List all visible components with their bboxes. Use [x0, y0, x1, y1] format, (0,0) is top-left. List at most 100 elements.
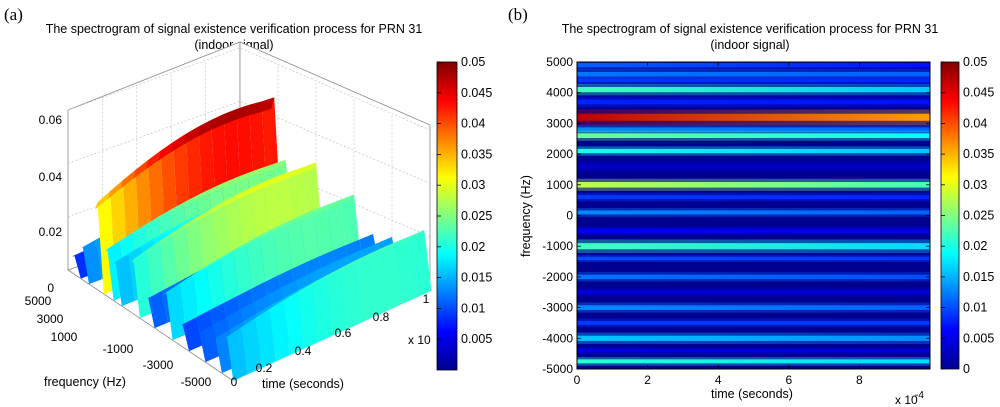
- z-tick-label: 0.04: [39, 170, 63, 184]
- colorbar-tick-label: 0.045: [963, 86, 994, 100]
- colorbar-tick-label: 0.045: [461, 86, 492, 100]
- surface-facet: [365, 247, 383, 259]
- time-tick-label: 0.8: [373, 310, 390, 324]
- heatmap-bands: [577, 62, 930, 366]
- surface-facet: [282, 289, 300, 300]
- heatmap-y-tick-label: -3000: [542, 301, 573, 315]
- surface-facet: [258, 97, 275, 113]
- surface-facet: [168, 202, 184, 215]
- panel-b-label: (b): [508, 5, 528, 24]
- surface-facet: [95, 191, 111, 210]
- time-tick-label: 0: [231, 375, 238, 389]
- heatmap-x-tick-label: 4: [715, 373, 722, 387]
- heatmap-band: [577, 62, 930, 68]
- panel-a-surface: [72, 97, 432, 381]
- colorbar-tick-label: 0.01: [461, 301, 485, 315]
- surface-facet: [324, 199, 341, 210]
- surface-facet: [157, 232, 173, 246]
- heatmap-y-tick-label: 5000: [546, 55, 573, 69]
- surface-facet: [80, 240, 96, 249]
- surface-facet: [125, 246, 142, 257]
- heatmap-band: [577, 182, 930, 188]
- heatmap-band: [577, 228, 930, 233]
- heatmap-band: [577, 78, 930, 83]
- heatmap-y-tick-label: 3000: [546, 116, 573, 130]
- surface-facet: [190, 266, 207, 279]
- heatmap-band: [577, 274, 930, 280]
- heatmap-y-tick-label: 4000: [546, 86, 573, 100]
- surface-facet: [224, 327, 242, 339]
- surface-facet: [195, 119, 212, 138]
- heatmap-x-tick-label: 2: [644, 373, 651, 387]
- surface-facet: [353, 254, 375, 323]
- freq-tick-label: -3000: [143, 358, 174, 372]
- surface-facet: [292, 273, 310, 283]
- panel-b-colorbar-ticks: 0 0.005 0.01 0.015 0.02 0.025 0.03 0.035 0.04 0.0…: [941, 55, 994, 376]
- surface-facet: [235, 187, 251, 201]
- surface-facet: [145, 150, 161, 170]
- surface-facet: [339, 261, 361, 330]
- heatmap-x-axis-label: time (seconds): [711, 387, 793, 401]
- surface-facet: [270, 221, 287, 234]
- surface-facet: [143, 216, 159, 229]
- surface-facet: [193, 189, 210, 201]
- surface-facet: [311, 276, 333, 343]
- colorbar-tick-label: 0.05: [461, 55, 485, 69]
- surface-facet: [182, 317, 203, 352]
- surface-facet: [180, 317, 197, 326]
- surface-facet: [257, 228, 274, 241]
- surface-facet: [240, 312, 258, 324]
- time-tick-label: 1: [423, 292, 430, 306]
- colorbar-tick-label: 0.025: [461, 209, 492, 223]
- surface-facet: [115, 253, 135, 307]
- heatmap-band: [577, 113, 930, 121]
- surface-facet: [177, 217, 193, 228]
- z-tick-label: 0.02: [39, 225, 63, 239]
- heatmap-x-exponent: x 10: [895, 393, 918, 407]
- surface-facet: [219, 178, 235, 190]
- surface-facet: [185, 270, 202, 279]
- surface-facet: [196, 208, 212, 222]
- heatmap-y-ticks: 5000 4000 3000 2000 1000 0 -1000 -2000 -3000 -400…: [542, 55, 930, 376]
- surface-facet: [238, 318, 256, 331]
- colorbar-tick-label: 0.035: [461, 147, 492, 161]
- heatmap-y-tick-label: -4000: [542, 331, 573, 345]
- colorbar-tick-label: 0.015: [963, 270, 994, 284]
- freq-tick-label: 5000: [25, 294, 52, 308]
- surface-facet: [158, 141, 174, 161]
- surface-facet: [252, 309, 270, 322]
- heatmap-y-tick-label: -5000: [542, 362, 573, 376]
- surface-facet: [294, 283, 312, 296]
- surface-facet: [145, 291, 162, 300]
- surface-facet: [221, 296, 238, 305]
- surface-facet: [334, 254, 351, 263]
- heatmap-y-tick-label: 1000: [546, 178, 573, 192]
- surface-facet: [130, 224, 146, 237]
- panel-a-grid-line: [67, 47, 431, 131]
- surface-facet: [227, 321, 244, 332]
- surface-facet: [233, 104, 249, 121]
- surface-facet: [396, 236, 418, 304]
- heatmap-band: [577, 290, 930, 295]
- colorbar-tick-label: 0.005: [963, 331, 994, 345]
- heatmap-y-tick-label: 0: [566, 209, 573, 223]
- surface-facet: [248, 181, 264, 195]
- heatmap-band: [577, 348, 930, 353]
- surface-facet: [274, 171, 290, 184]
- freq-tick-label: -5000: [181, 375, 212, 389]
- surface-facet: [237, 301, 255, 311]
- surface-facet: [220, 109, 237, 126]
- heatmap-y-tick-label: -1000: [542, 239, 573, 253]
- surface-facet: [254, 304, 272, 316]
- surface-facet: [148, 291, 168, 329]
- surface-facet: [311, 204, 328, 216]
- surface-facet: [257, 164, 273, 175]
- surface-facet: [170, 133, 186, 153]
- surface-facet: [241, 318, 262, 375]
- surface-facet: [320, 260, 337, 270]
- heatmap-y-tick-label: 2000: [546, 147, 573, 161]
- surface-facet: [287, 167, 303, 179]
- colorbar-tick-label: 0.02: [461, 240, 485, 254]
- surface-facet: [361, 242, 379, 251]
- surface-facet: [306, 266, 324, 276]
